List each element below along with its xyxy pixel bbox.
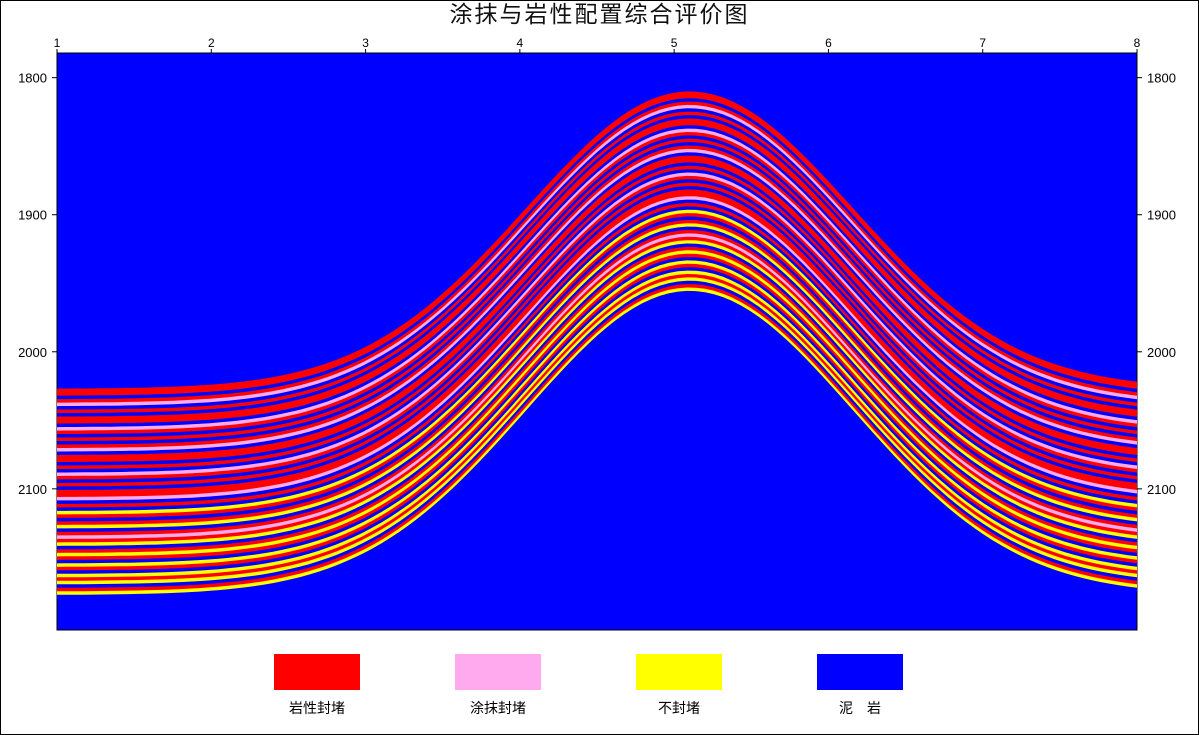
y-tick-label-right: 2100 [1147, 482, 1176, 497]
y-tick-label-right: 1800 [1147, 71, 1176, 86]
legend-item: 涂抹封堵 [455, 654, 541, 718]
x-tick-label: 4 [517, 36, 524, 50]
legend-item: 泥 岩 [817, 654, 903, 718]
legend-label: 岩性封堵 [289, 701, 345, 717]
x-tick-label: 3 [362, 36, 369, 50]
legend-swatch [636, 654, 722, 690]
legend-swatch [817, 654, 903, 690]
x-tick-label: 2 [208, 36, 215, 50]
legend-label: 涂抹封堵 [470, 701, 526, 717]
y-tick-label-left: 2000 [18, 345, 47, 360]
y-tick-label-left: 2100 [18, 482, 47, 497]
x-tick-label: 7 [979, 36, 986, 50]
legend-swatch [274, 654, 360, 690]
legend-label: 不封堵 [658, 701, 700, 717]
legend-label: 泥 岩 [839, 701, 881, 717]
y-tick-label-right: 1900 [1147, 208, 1176, 223]
y-tick-label-left: 1800 [18, 71, 47, 86]
chart-title: 涂抹与岩性配置综合评价图 [449, 2, 750, 28]
legend-item: 不封堵 [636, 654, 722, 718]
legend-swatch [455, 654, 541, 690]
x-tick-label: 6 [825, 36, 832, 50]
chart-title-container: 涂抹与岩性配置综合评价图 [0, 2, 1199, 30]
x-tick-label: 1 [54, 36, 61, 50]
x-tick-label: 8 [1134, 36, 1141, 50]
y-tick-label-left: 1900 [18, 208, 47, 223]
y-tick-label-right: 2000 [1147, 345, 1176, 360]
x-tick-label: 5 [671, 36, 678, 50]
legend-item: 岩性封堵 [274, 654, 360, 718]
